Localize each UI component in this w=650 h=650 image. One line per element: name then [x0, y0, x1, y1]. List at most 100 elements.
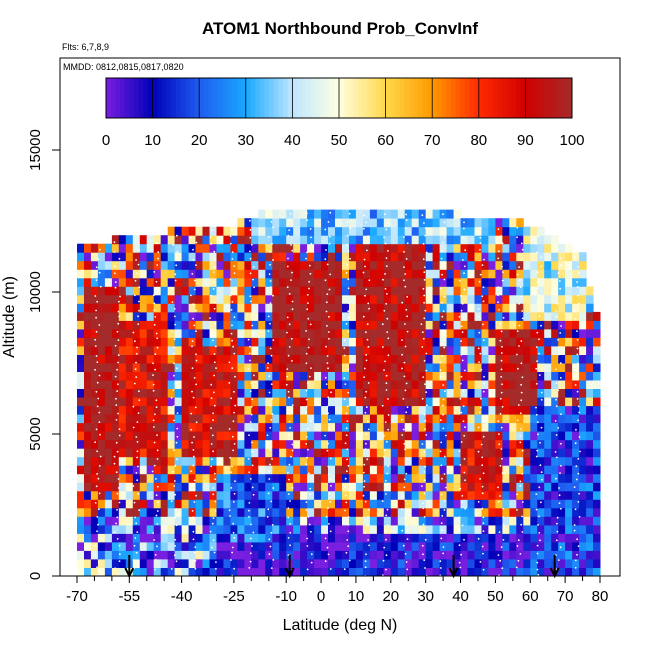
heatmap-cell [523, 363, 531, 372]
heatmap-cell [146, 499, 155, 509]
track-dot [324, 258, 327, 261]
heatmap-cell [593, 405, 601, 415]
heatmap-cell [258, 516, 266, 526]
heatmap-cell [209, 405, 217, 415]
heatmap-cell [139, 456, 148, 466]
heatmap-cell [523, 499, 531, 509]
track-dot [287, 537, 290, 539]
heatmap-cell [586, 533, 594, 543]
heatmap-cell [146, 337, 155, 347]
heatmap-cell [362, 388, 371, 398]
track-dot [269, 404, 272, 407]
heatmap-cell [579, 473, 587, 483]
heatmap-cell [160, 541, 169, 551]
track-dot [539, 441, 541, 444]
heatmap-cell [453, 431, 462, 441]
track-dot [287, 471, 289, 474]
heatmap-cell [84, 243, 92, 253]
track-dot [365, 406, 368, 408]
heatmap-cell [565, 516, 573, 526]
heatmap-cell [383, 388, 392, 398]
track-dot [423, 559, 426, 561]
heatmap-cell [160, 533, 169, 543]
heatmap-cell [362, 354, 371, 364]
track-dot [310, 236, 312, 239]
heatmap-cell [579, 507, 587, 517]
heatmap-cell [314, 465, 322, 475]
heatmap-cell [432, 448, 441, 458]
track-dot [172, 471, 175, 473]
heatmap-cell [195, 499, 203, 509]
heatmap-cell [551, 422, 559, 432]
colorbar-segment [180, 78, 186, 118]
heatmap-cell [84, 524, 92, 534]
track-dot [443, 228, 446, 231]
heatmap-cell [467, 277, 475, 287]
track-dot [367, 539, 369, 541]
heatmap-cell [279, 490, 287, 500]
heatmap-cell [355, 380, 364, 389]
heatmap-cell [369, 294, 378, 304]
heatmap-cell [216, 380, 224, 389]
heatmap-cell [586, 541, 594, 551]
track-dot [425, 369, 428, 372]
heatmap-cell [355, 209, 364, 219]
track-dot [272, 559, 275, 561]
heatmap-cell [90, 465, 99, 475]
heatmap-cell [307, 397, 315, 407]
heatmap-cell [202, 311, 210, 321]
colorbar-segment [502, 78, 508, 118]
track-dot [155, 478, 157, 480]
heatmap-cell [84, 354, 92, 364]
heatmap-cell [586, 456, 594, 466]
track-dot [518, 303, 520, 305]
heatmap-cell [390, 243, 399, 253]
heatmap-cell [565, 567, 573, 576]
heatmap-cell [355, 550, 364, 560]
heatmap-cell [439, 226, 448, 236]
heatmap-cell [369, 516, 378, 526]
heatmap-cell [77, 465, 85, 475]
track-dot [134, 516, 137, 519]
heatmap-cell [488, 363, 496, 372]
track-dot [97, 477, 100, 480]
heatmap-cell [579, 482, 587, 492]
heatmap-cell [369, 303, 378, 313]
track-dot [479, 273, 482, 276]
track-dot [136, 441, 139, 443]
heatmap-cell [516, 559, 524, 568]
heatmap-cell [202, 269, 210, 279]
heatmap-cell [321, 235, 329, 245]
heatmap-cell [404, 422, 413, 432]
track-dot [404, 227, 407, 229]
heatmap-cell [593, 499, 601, 509]
heatmap-cell [418, 567, 427, 576]
heatmap-cell [272, 482, 280, 492]
heatmap-cell [328, 235, 336, 245]
heatmap-cell [481, 277, 489, 287]
heatmap-cell [251, 388, 259, 398]
track-dot [349, 361, 351, 364]
heatmap-cell [544, 422, 552, 432]
heatmap-cell [293, 303, 301, 313]
track-dot [405, 219, 408, 222]
heatmap-cell [355, 567, 364, 576]
heatmap-cell [369, 524, 378, 534]
heatmap-cell [237, 252, 245, 262]
heatmap-cell [509, 405, 517, 415]
heatmap-cell [558, 337, 566, 347]
heatmap-cell [195, 311, 203, 321]
heatmap-cell [307, 448, 315, 458]
heatmap-cell [572, 541, 580, 551]
heatmap-cell [84, 567, 92, 576]
track-dot [383, 369, 385, 371]
heatmap-cell [111, 337, 120, 347]
heatmap-cell [188, 243, 197, 253]
heatmap-cell [132, 286, 141, 296]
heatmap-cell [565, 465, 573, 475]
track-dot [558, 487, 560, 489]
heatmap-cell [328, 473, 336, 483]
track-dot [153, 324, 156, 326]
heatmap-cell [530, 388, 538, 398]
